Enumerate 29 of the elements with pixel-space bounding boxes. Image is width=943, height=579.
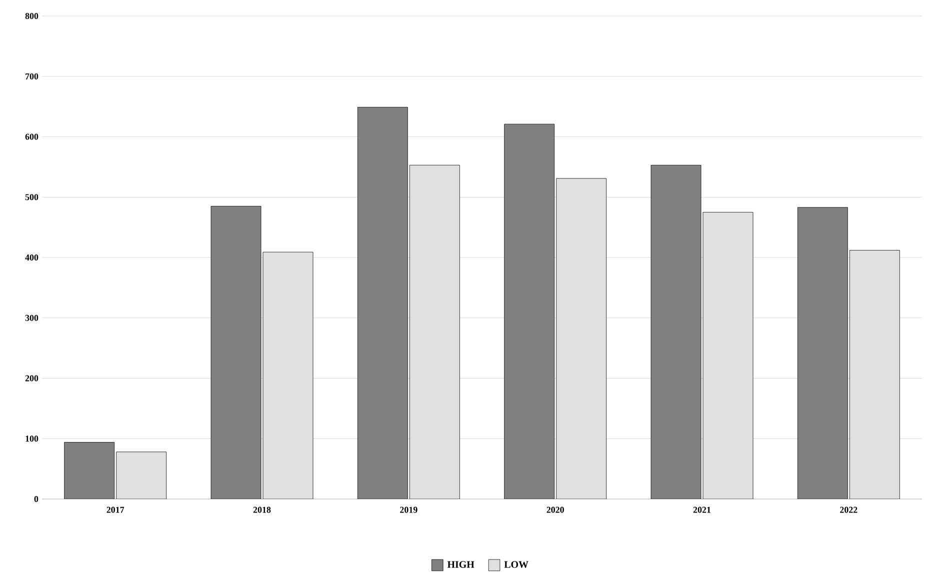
bar bbox=[650, 164, 702, 499]
x-tick-label: 2021 bbox=[693, 506, 710, 513]
y-tick-label: 100 bbox=[26, 436, 38, 442]
y-tick-label: 400 bbox=[25, 254, 38, 261]
bar bbox=[210, 206, 262, 499]
legend-label: LOW bbox=[504, 561, 528, 568]
bar bbox=[409, 164, 460, 499]
y-tick-label: 800 bbox=[25, 12, 38, 20]
bar bbox=[262, 252, 314, 499]
legend-label: HIGH bbox=[447, 561, 474, 568]
bar bbox=[116, 452, 167, 499]
x-tick-label: 2019 bbox=[400, 506, 418, 513]
bar bbox=[504, 124, 555, 499]
bar bbox=[849, 250, 900, 499]
y-tick-label: 700 bbox=[26, 73, 38, 80]
y-tick-label: 600 bbox=[25, 134, 38, 140]
bar bbox=[702, 212, 754, 499]
x-tick-label: 2017 bbox=[106, 506, 124, 513]
bar bbox=[556, 178, 607, 499]
bar bbox=[797, 207, 848, 499]
y-tick-label: 0 bbox=[34, 496, 38, 502]
bar bbox=[357, 106, 408, 499]
x-tick-label: 2018 bbox=[253, 506, 271, 513]
y-tick-label: 200 bbox=[25, 375, 38, 382]
y-tick-label: 500 bbox=[25, 194, 38, 200]
y-tick-label: 300 bbox=[25, 314, 38, 321]
bar bbox=[64, 442, 115, 499]
x-tick-label: 2022 bbox=[840, 506, 858, 513]
x-tick-label: 2020 bbox=[546, 506, 564, 513]
